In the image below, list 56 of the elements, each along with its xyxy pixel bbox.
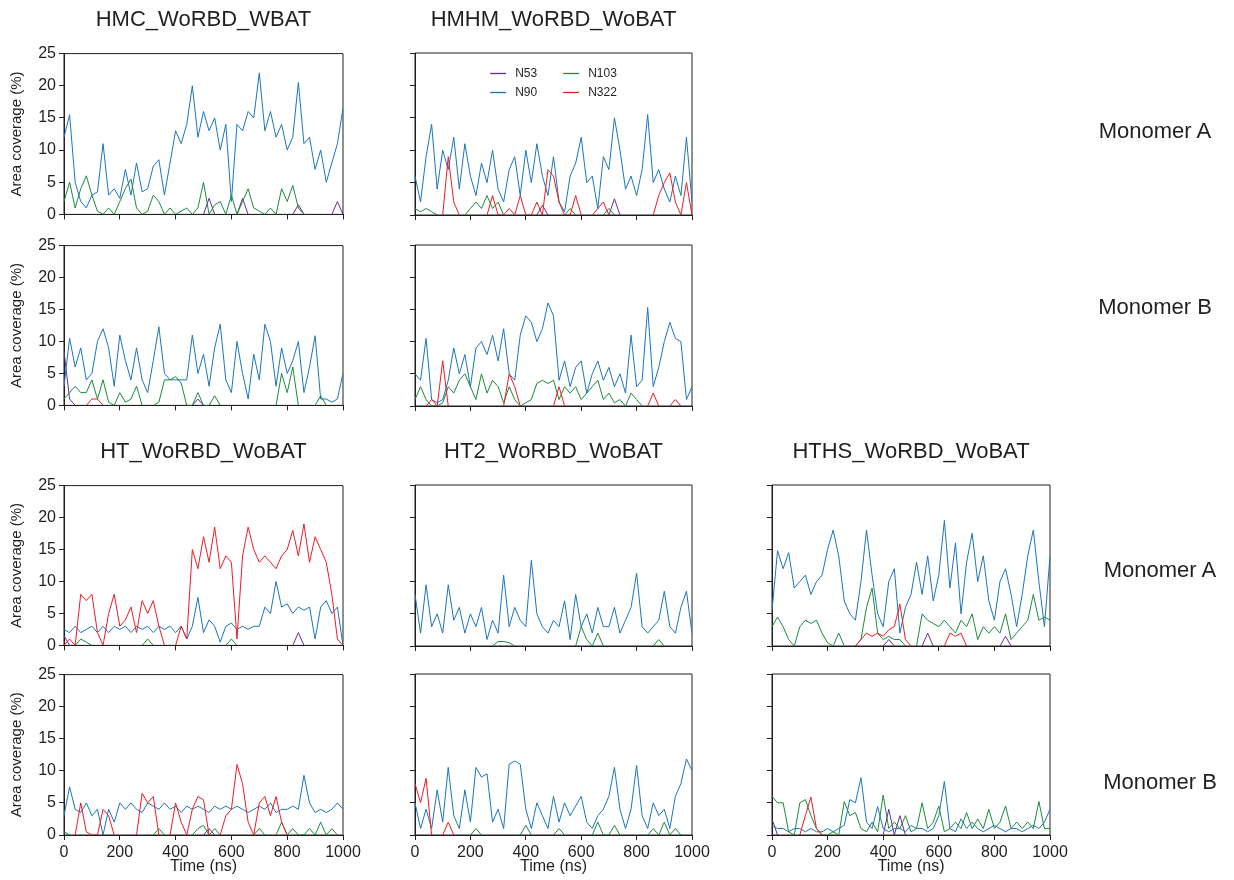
y-tick-label: 15 — [38, 729, 57, 747]
y-tick-label: 10 — [38, 761, 57, 779]
chart-title: HT2_WoRBD_WoBAT — [444, 438, 663, 463]
text: Monomer B — [1103, 769, 1217, 795]
y-tick-label: 25 — [38, 236, 57, 254]
x-tick-label: 200 — [106, 843, 134, 861]
y-tick-label: 25 — [38, 476, 57, 494]
x-tick-label: 1000 — [674, 843, 710, 861]
x-tick-label: 800 — [623, 843, 651, 861]
y-tick-label: 0 — [47, 635, 57, 653]
x-tick-label: 0 — [410, 843, 420, 861]
y-tick-label: 25 — [38, 665, 57, 683]
y-tick-label: 20 — [38, 267, 57, 285]
y-tick-label: 25 — [38, 44, 57, 62]
x-axis-title: Time (ns) — [520, 856, 587, 874]
x-tick-label: 0 — [767, 843, 777, 861]
y-tick-label: 5 — [47, 363, 57, 381]
x-axis-title: Time (ns) — [170, 856, 237, 874]
y-tick-label: 10 — [38, 571, 57, 589]
chart-title: HMHM_WoRBD_WoBAT — [430, 6, 677, 31]
y-tick-label: 5 — [47, 793, 57, 811]
y-tick-label: 5 — [47, 172, 57, 190]
chart-title: HT_WoRBD_WoBAT — [100, 438, 307, 463]
x-tick-label: 200 — [457, 843, 484, 861]
x-tick-label: 200 — [814, 843, 842, 861]
x-tick-label: 800 — [273, 843, 301, 861]
y-tick-label: 20 — [38, 76, 57, 94]
legend-label: N103 — [588, 65, 618, 80]
y-tick-label: 10 — [38, 140, 57, 158]
text: Monomer B — [1098, 294, 1212, 320]
legend-label: N90 — [515, 84, 538, 99]
y-tick-label: 15 — [38, 108, 57, 126]
y-tick-label: 20 — [38, 697, 57, 715]
y-tick-label: 0 — [47, 395, 57, 413]
y-axis-title: Area coverage (%) — [7, 71, 25, 197]
y-tick-label: 15 — [38, 539, 57, 557]
chart-title: HMC_WoRBD_WBAT — [95, 6, 312, 31]
text: Monomer A — [1098, 118, 1212, 144]
x-tick-label: 0 — [59, 843, 69, 861]
y-tick-label: 10 — [38, 331, 57, 349]
y-axis-title: Area coverage (%) — [7, 262, 25, 389]
x-axis-title: Time (ns) — [877, 856, 945, 874]
y-tick-label: 0 — [47, 825, 57, 843]
y-tick-label: 0 — [47, 204, 57, 222]
x-tick-label: 1000 — [325, 843, 361, 861]
legend-label: N322 — [588, 84, 618, 99]
legend-label: N53 — [515, 65, 538, 80]
y-tick-label: 15 — [38, 299, 57, 317]
y-tick-label: 5 — [47, 603, 57, 621]
x-tick-label: 800 — [981, 843, 1008, 861]
y-tick-label: 20 — [38, 507, 57, 525]
x-tick-label: 1000 — [1032, 843, 1068, 861]
y-axis-title: Area coverage (%) — [7, 502, 25, 629]
y-axis-title: Area coverage (%) — [7, 692, 25, 818]
text: Monomer A — [1103, 557, 1217, 583]
chart-title: HTHS_WoRBD_WoBAT — [792, 438, 1030, 463]
